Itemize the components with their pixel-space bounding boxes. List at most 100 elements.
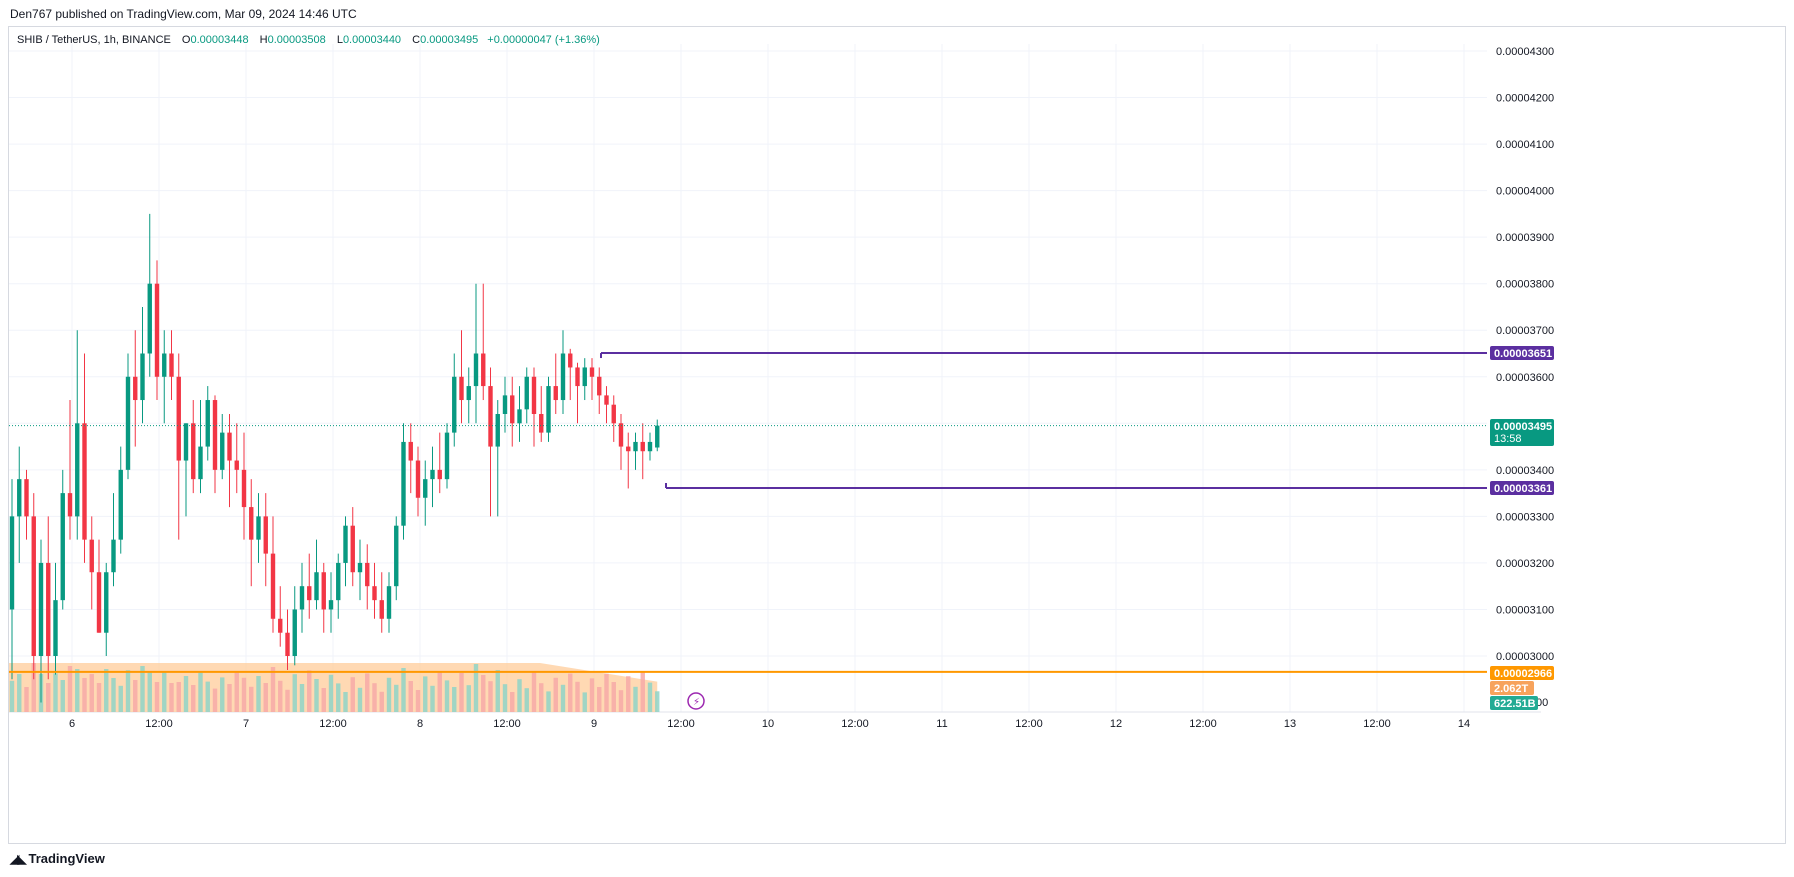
volume-bar xyxy=(176,682,181,712)
candle-body xyxy=(597,376,602,396)
candle-body xyxy=(176,376,181,461)
candle-body xyxy=(589,367,595,377)
volume-bar xyxy=(292,674,297,712)
candle-layer xyxy=(9,213,660,703)
time-tick-label: 9 xyxy=(591,718,597,730)
volume-bar xyxy=(205,681,210,712)
candle-body xyxy=(162,353,167,377)
symbol-legend: SHIB / TetherUS, 1h, BINANCE O0.00003448… xyxy=(17,34,600,46)
tradingview-brand[interactable]: ◢◣ TradingView xyxy=(10,851,105,866)
time-tick-label: 8 xyxy=(417,718,423,730)
time-tick-label: 6 xyxy=(69,718,75,730)
volume-bar xyxy=(314,679,319,712)
candle-body xyxy=(611,404,616,424)
volume-bar xyxy=(154,682,160,712)
tradingview-logo-icon: ◢◣ xyxy=(10,851,27,866)
candle-body xyxy=(9,516,15,610)
volume-bar xyxy=(198,671,203,712)
volume-bar xyxy=(582,692,587,712)
candle-body xyxy=(517,409,522,424)
volume-bar xyxy=(394,684,399,712)
legend-change: +0.00000047 (+1.36%) xyxy=(487,34,600,46)
price-tick-label: 0.00003400 xyxy=(1496,465,1554,477)
candle-body xyxy=(75,423,80,517)
candle-body xyxy=(38,562,44,656)
price-tick-label: 0.00003300 xyxy=(1496,511,1554,523)
volume-bar xyxy=(524,688,529,712)
time-tick-label: 12:00 xyxy=(1015,718,1043,730)
volume-bar xyxy=(133,680,138,712)
price-tick-label: 0.00003100 xyxy=(1496,604,1554,616)
volume-bar xyxy=(321,688,326,712)
candle-body xyxy=(53,600,58,656)
candle-body xyxy=(365,562,370,587)
time-tick-label: 12:00 xyxy=(841,718,869,730)
candle-body xyxy=(626,446,631,452)
volume-bar xyxy=(510,692,515,712)
volume-bar xyxy=(618,690,624,712)
candle-body xyxy=(198,446,203,480)
volume-bar xyxy=(183,676,189,712)
lightning-glyph: ⚡ xyxy=(693,697,700,708)
candle-body xyxy=(67,493,73,517)
volume-bar xyxy=(227,684,232,712)
candle-body xyxy=(488,386,493,447)
volume-bar xyxy=(75,669,80,712)
candle-body xyxy=(647,441,653,452)
level-layer xyxy=(9,352,1487,673)
brand-label: TradingView xyxy=(28,851,105,866)
candle-body xyxy=(510,395,515,424)
volume-bar xyxy=(517,679,522,712)
time-tick-label: 12 xyxy=(1110,718,1122,730)
candle-body xyxy=(423,479,428,498)
volume-bar xyxy=(328,674,334,712)
volume-bar xyxy=(408,681,413,712)
candle-body xyxy=(82,423,87,540)
candle-body xyxy=(125,376,131,470)
volume-bar xyxy=(539,683,544,712)
lightning-icon xyxy=(687,692,705,710)
volume-bar xyxy=(531,672,537,712)
time-tick-label: 12:00 xyxy=(319,718,347,730)
volume-bar xyxy=(604,673,609,712)
volume-bar xyxy=(147,671,152,712)
volume-bar xyxy=(350,677,355,712)
candle-body xyxy=(321,572,326,610)
candle-body xyxy=(604,395,609,405)
volume-bar xyxy=(46,683,51,712)
candle-body xyxy=(546,386,551,433)
candle-body xyxy=(314,572,319,601)
candle-body xyxy=(241,469,247,508)
volume-bar xyxy=(285,689,290,712)
price-tick-label: 0.00003200 xyxy=(1496,558,1554,570)
volume-bar xyxy=(104,669,109,712)
volume-bar xyxy=(459,673,464,712)
volume-bar xyxy=(263,683,268,712)
volume-bar xyxy=(212,688,218,712)
candle-body xyxy=(336,562,341,601)
volume-bar xyxy=(31,663,36,712)
candle-body xyxy=(140,353,145,401)
volume-bar xyxy=(82,678,87,712)
price-tick-label: 0.00004200 xyxy=(1496,93,1554,105)
time-tick-label: 11 xyxy=(936,718,947,730)
candle-body xyxy=(386,586,392,619)
volume-bar xyxy=(611,682,616,712)
volume-bar xyxy=(495,670,500,712)
candle-body xyxy=(444,432,450,480)
volume-bar xyxy=(118,685,123,712)
last-price-badge: 0.00003495 xyxy=(1494,421,1552,433)
candle-body xyxy=(394,525,399,587)
volume-bar xyxy=(249,686,254,712)
grid-lines xyxy=(9,44,1541,713)
price-tick-label: 0.00004100 xyxy=(1496,139,1554,151)
candle-body xyxy=(655,425,660,448)
volume-ma-value-badge: 2.062T xyxy=(1494,683,1529,695)
price-tick-label: 0.00003000 xyxy=(1496,651,1554,663)
candle-body xyxy=(191,423,196,480)
volume-bar xyxy=(488,681,493,712)
volume-bar xyxy=(655,691,660,712)
candle-body xyxy=(357,562,363,573)
candle-body xyxy=(568,353,573,368)
